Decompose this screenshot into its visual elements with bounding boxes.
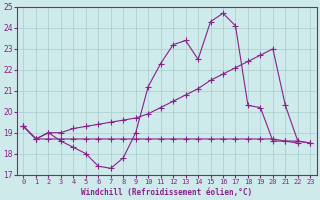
X-axis label: Windchill (Refroidissement éolien,°C): Windchill (Refroidissement éolien,°C) (81, 188, 252, 197)
